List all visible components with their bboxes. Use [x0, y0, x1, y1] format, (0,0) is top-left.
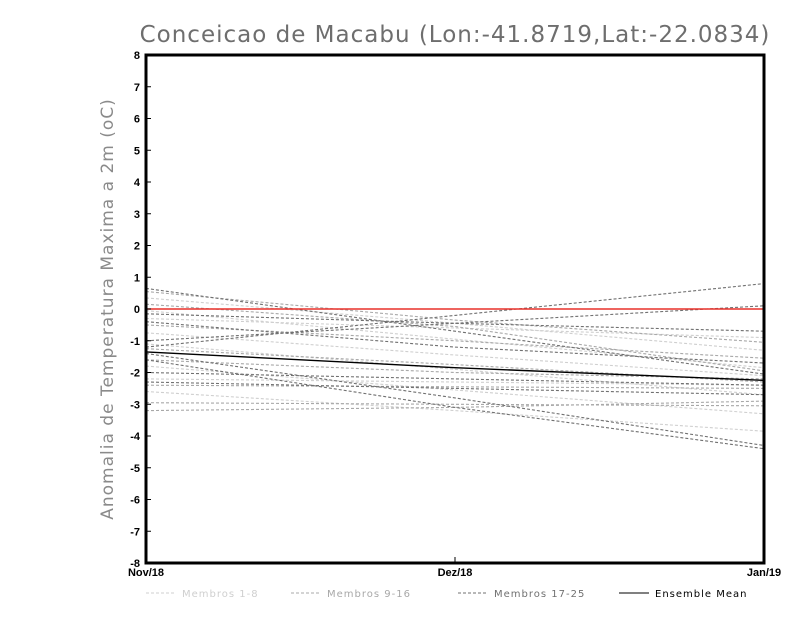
y-tick-label: -4 [130, 431, 141, 443]
member-line-24 [145, 313, 765, 332]
y-tick-label: 0 [134, 304, 140, 316]
x-tick-label: Jan/19 [747, 567, 781, 579]
y-tick-label: 2 [134, 241, 140, 253]
y-tick-label: -7 [130, 526, 140, 538]
member-line-13 [145, 402, 765, 407]
y-tick-label: -2 [130, 368, 140, 380]
y-tick-label: 5 [134, 145, 140, 157]
y-tick-label: -6 [130, 495, 140, 507]
member-line-9 [145, 290, 765, 343]
legend: Membros 1-8 Membros 9-16 Membros 17-25 Ense… [146, 589, 747, 600]
y-tick-label: 4 [134, 177, 141, 189]
y-tick-label: -3 [130, 399, 140, 411]
member-line-4 [145, 343, 765, 396]
series-layer [145, 283, 765, 450]
member-line-10 [145, 324, 765, 359]
x-tick-label: Nov/18 [128, 567, 164, 579]
y-tick-label: 7 [134, 82, 140, 94]
y-tick-label: 3 [134, 209, 140, 221]
chart-title: Conceicao de Macabu (Lon:-41.8719,Lat:-2… [140, 22, 771, 48]
ensemble-mean-line [145, 351, 765, 382]
legend-label-3: Membros 17-25 [494, 589, 585, 600]
y-tick-label: -8 [130, 558, 140, 570]
member-line-8 [145, 378, 765, 386]
member-line-7 [145, 317, 765, 339]
x-tick-label: Dez/18 [438, 567, 473, 579]
member-line-3 [145, 332, 765, 377]
member-line-1 [145, 297, 765, 351]
y-tick-label: 8 [134, 50, 140, 62]
member-line-18 [145, 305, 765, 342]
y-tick-label: 6 [134, 114, 140, 126]
member-line-23 [145, 381, 765, 396]
member-line-14 [145, 400, 765, 412]
member-line-6 [145, 390, 765, 432]
member-line-17 [145, 283, 765, 348]
legend-label-2: Membros 9-16 [327, 589, 411, 600]
member-line-25 [145, 287, 765, 375]
y-axis-label: Anomalia de Temperatura Maxima a 2m (oC) [98, 98, 118, 520]
y-tick-label: -1 [130, 336, 140, 348]
tick-layer: -8 -7 -6 -5 -4 -3 -2 -1 0 1 2 3 4 5 6 7 8 Nov/18 Dez/18 Jan… [128, 50, 781, 579]
member-line-5 [145, 365, 765, 415]
y-tick-label: 1 [134, 272, 140, 284]
member-line-21 [145, 371, 765, 386]
legend-label-1: Membros 1-8 [182, 589, 259, 600]
member-line-12 [145, 384, 765, 389]
member-line-20 [145, 359, 765, 450]
member-line-16 [145, 303, 765, 372]
y-tick-label: -5 [130, 463, 140, 475]
legend-label-4: Ensemble Mean [655, 589, 747, 600]
member-line-22 [145, 321, 765, 364]
member-line-19 [145, 352, 765, 447]
